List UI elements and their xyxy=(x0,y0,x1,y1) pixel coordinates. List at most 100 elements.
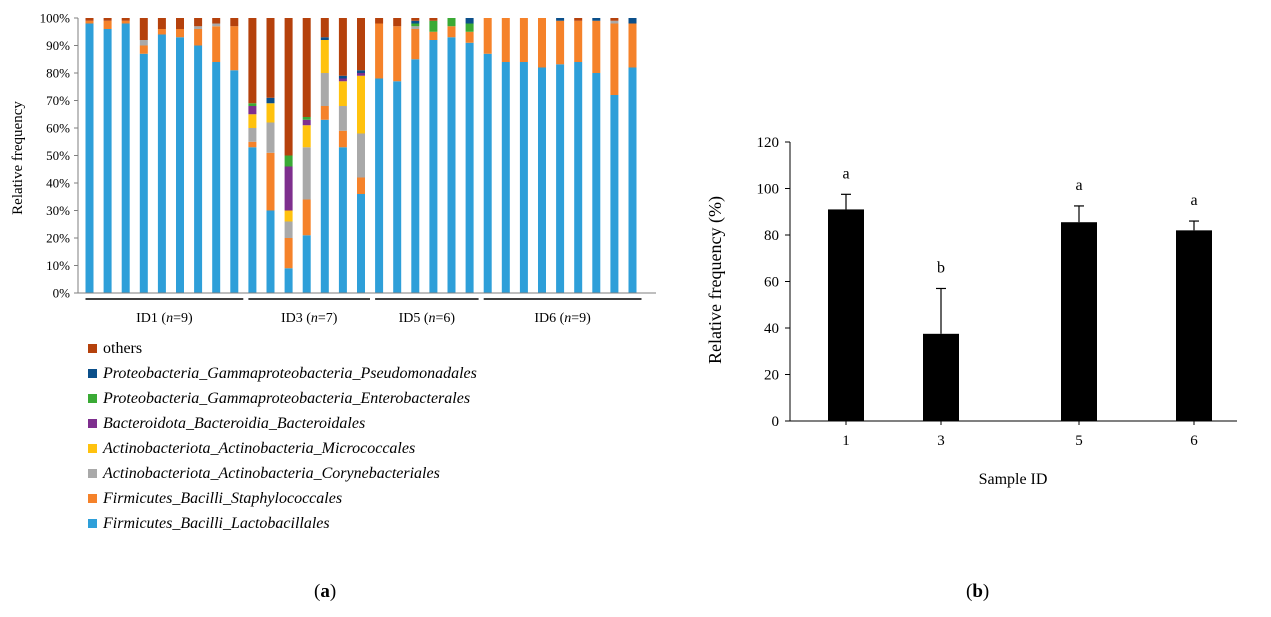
stacked-bar-segment xyxy=(411,18,420,21)
stacked-bar-segment xyxy=(194,29,203,46)
group-label-n: n xyxy=(429,311,436,326)
legend-swatch xyxy=(88,394,97,403)
stacked-bar-segment xyxy=(592,73,601,293)
stacked-bar-segment xyxy=(610,18,619,21)
stacked-bar-segment xyxy=(357,194,365,293)
group-label-name: ID6 ( xyxy=(534,311,564,326)
stacked-bar-segment xyxy=(465,42,474,293)
legend-swatch xyxy=(88,494,97,503)
group-label: ID5 (n=6) xyxy=(399,311,456,326)
legend-swatch xyxy=(88,344,97,353)
group-label-n: n xyxy=(564,311,571,326)
stacked-bar-segment xyxy=(230,26,239,71)
stacked-bar-segment xyxy=(357,133,365,178)
stacked-bar-segment xyxy=(302,235,311,293)
stacked-bar-segment xyxy=(103,18,112,21)
group-label-n: n xyxy=(166,311,173,326)
group-label-name: ID3 ( xyxy=(281,311,311,326)
stacked-bar-segment xyxy=(375,18,384,24)
legend-swatch xyxy=(88,369,97,378)
stacked-bar-segment xyxy=(501,18,510,62)
stacked-bar-segment xyxy=(338,130,347,148)
group-label-name: ID5 ( xyxy=(399,311,429,326)
stacked-bar-segment xyxy=(574,18,583,21)
stacked-bar-segment xyxy=(429,40,438,293)
stacked-bar-segment xyxy=(194,45,203,293)
stacked-bar-segment xyxy=(302,147,311,200)
stacked-bar-segment xyxy=(375,23,384,79)
bar-chart-x-axis-title: Sample ID xyxy=(979,471,1048,488)
stacked-bar-segment xyxy=(85,23,94,293)
group-label-count: =9) xyxy=(571,311,591,326)
stacked-bar-segment xyxy=(357,73,365,76)
stacked-bar-segment xyxy=(284,155,293,167)
stacked-bar-segment xyxy=(429,20,438,32)
bar-chart-panel-b: Relative frequency (%) 0 20 40 60 80 100 120 a… xyxy=(705,135,1237,488)
bar-chart-y-tick-label: 120 xyxy=(757,135,780,151)
legend-label: Actinobacteriota_Actinobacteria_Coryneba… xyxy=(102,465,440,482)
legend-label: Bacteroidota_Bacteroidia_Bacteroidales xyxy=(103,415,365,432)
stacked-bar-segment xyxy=(519,18,528,62)
stacked-bar-segment xyxy=(393,18,402,27)
stacked-chart-y-tick-label: 0% xyxy=(53,286,71,301)
stacked-bar-segment xyxy=(103,29,112,293)
group-label-name: ID1 ( xyxy=(136,311,166,326)
stacked-chart-y-tick-label: 80% xyxy=(46,66,70,81)
panel-b-label: (b) xyxy=(966,581,990,602)
bar-chart-bars: a 1 b 3 a 5 a 6 xyxy=(828,165,1212,449)
stacked-bar-segment xyxy=(411,23,420,27)
stacked-bar-segment xyxy=(302,119,311,126)
group-label-n: n xyxy=(311,311,318,326)
stacked-bar-segment xyxy=(483,53,492,293)
legend-label: Proteobacteria_Gammaproteobacteria_Pseud… xyxy=(102,365,477,382)
stacked-bar-segment xyxy=(338,78,347,82)
stacked-bar-segment xyxy=(302,199,311,236)
stacked-bar-segment xyxy=(212,62,221,293)
bar-chart-y-tick-label: 60 xyxy=(764,275,779,291)
stacked-bar-segment xyxy=(302,18,311,117)
bar-chart-x-tick-label: 5 xyxy=(1075,433,1083,449)
legend-swatch xyxy=(88,519,97,528)
significance-letter: a xyxy=(1190,192,1197,209)
stacked-chart-y-tick-label: 10% xyxy=(46,258,70,273)
stacked-bar-segment xyxy=(284,238,293,269)
stacked-bar-segment xyxy=(338,147,347,293)
stacked-chart-y-tick-label: 30% xyxy=(46,203,70,218)
stacked-bar-segment xyxy=(320,106,329,120)
group-label: ID3 (n=7) xyxy=(281,311,338,326)
significance-letter: a xyxy=(1075,177,1082,194)
stacked-bar-segment xyxy=(411,29,420,60)
stacked-bar-segment xyxy=(266,122,275,153)
stacked-chart-bars xyxy=(85,18,637,293)
stacked-bar-segment xyxy=(574,20,583,62)
stacked-bar-segment xyxy=(556,20,565,65)
stacked-bar-segment xyxy=(338,106,347,131)
stacked-chart-panel-a: Relative frequency 0% 10% 20% 30% 40% 50% 60% 7… xyxy=(10,11,656,532)
stacked-bar-segment xyxy=(320,73,329,106)
stacked-bar-segment xyxy=(592,18,601,21)
stacked-bar-segment xyxy=(157,34,166,293)
stacked-chart-legend: others Proteobacteria_Gammaproteobacteria… xyxy=(88,340,477,532)
stacked-bar-segment xyxy=(447,18,456,27)
stacked-bar-segment xyxy=(393,81,402,293)
stacked-chart-y-tick-label: 50% xyxy=(46,148,70,163)
stacked-bar-segment xyxy=(85,20,94,24)
stacked-bar-segment xyxy=(538,67,546,293)
stacked-bar-segment xyxy=(393,26,402,82)
stacked-bar-segment xyxy=(610,23,619,95)
stacked-bar-segment xyxy=(411,59,420,293)
stacked-bar-segment xyxy=(194,26,203,29)
stacked-bar-segment xyxy=(628,23,637,68)
stacked-bar-segment xyxy=(176,29,184,38)
bar-chart-y-axis-title: Relative frequency (%) xyxy=(705,196,726,364)
stacked-bar-segment xyxy=(628,18,637,24)
stacked-bar-segment xyxy=(538,18,546,68)
stacked-bar-segment xyxy=(248,114,257,128)
group-label: ID1 (n=9) xyxy=(136,311,193,326)
stacked-bar-segment xyxy=(139,45,148,54)
stacked-bar-segment xyxy=(338,18,347,76)
stacked-bar-segment xyxy=(266,18,275,98)
bar-chart-y-tick-label: 80 xyxy=(764,228,779,244)
bar xyxy=(923,333,959,421)
